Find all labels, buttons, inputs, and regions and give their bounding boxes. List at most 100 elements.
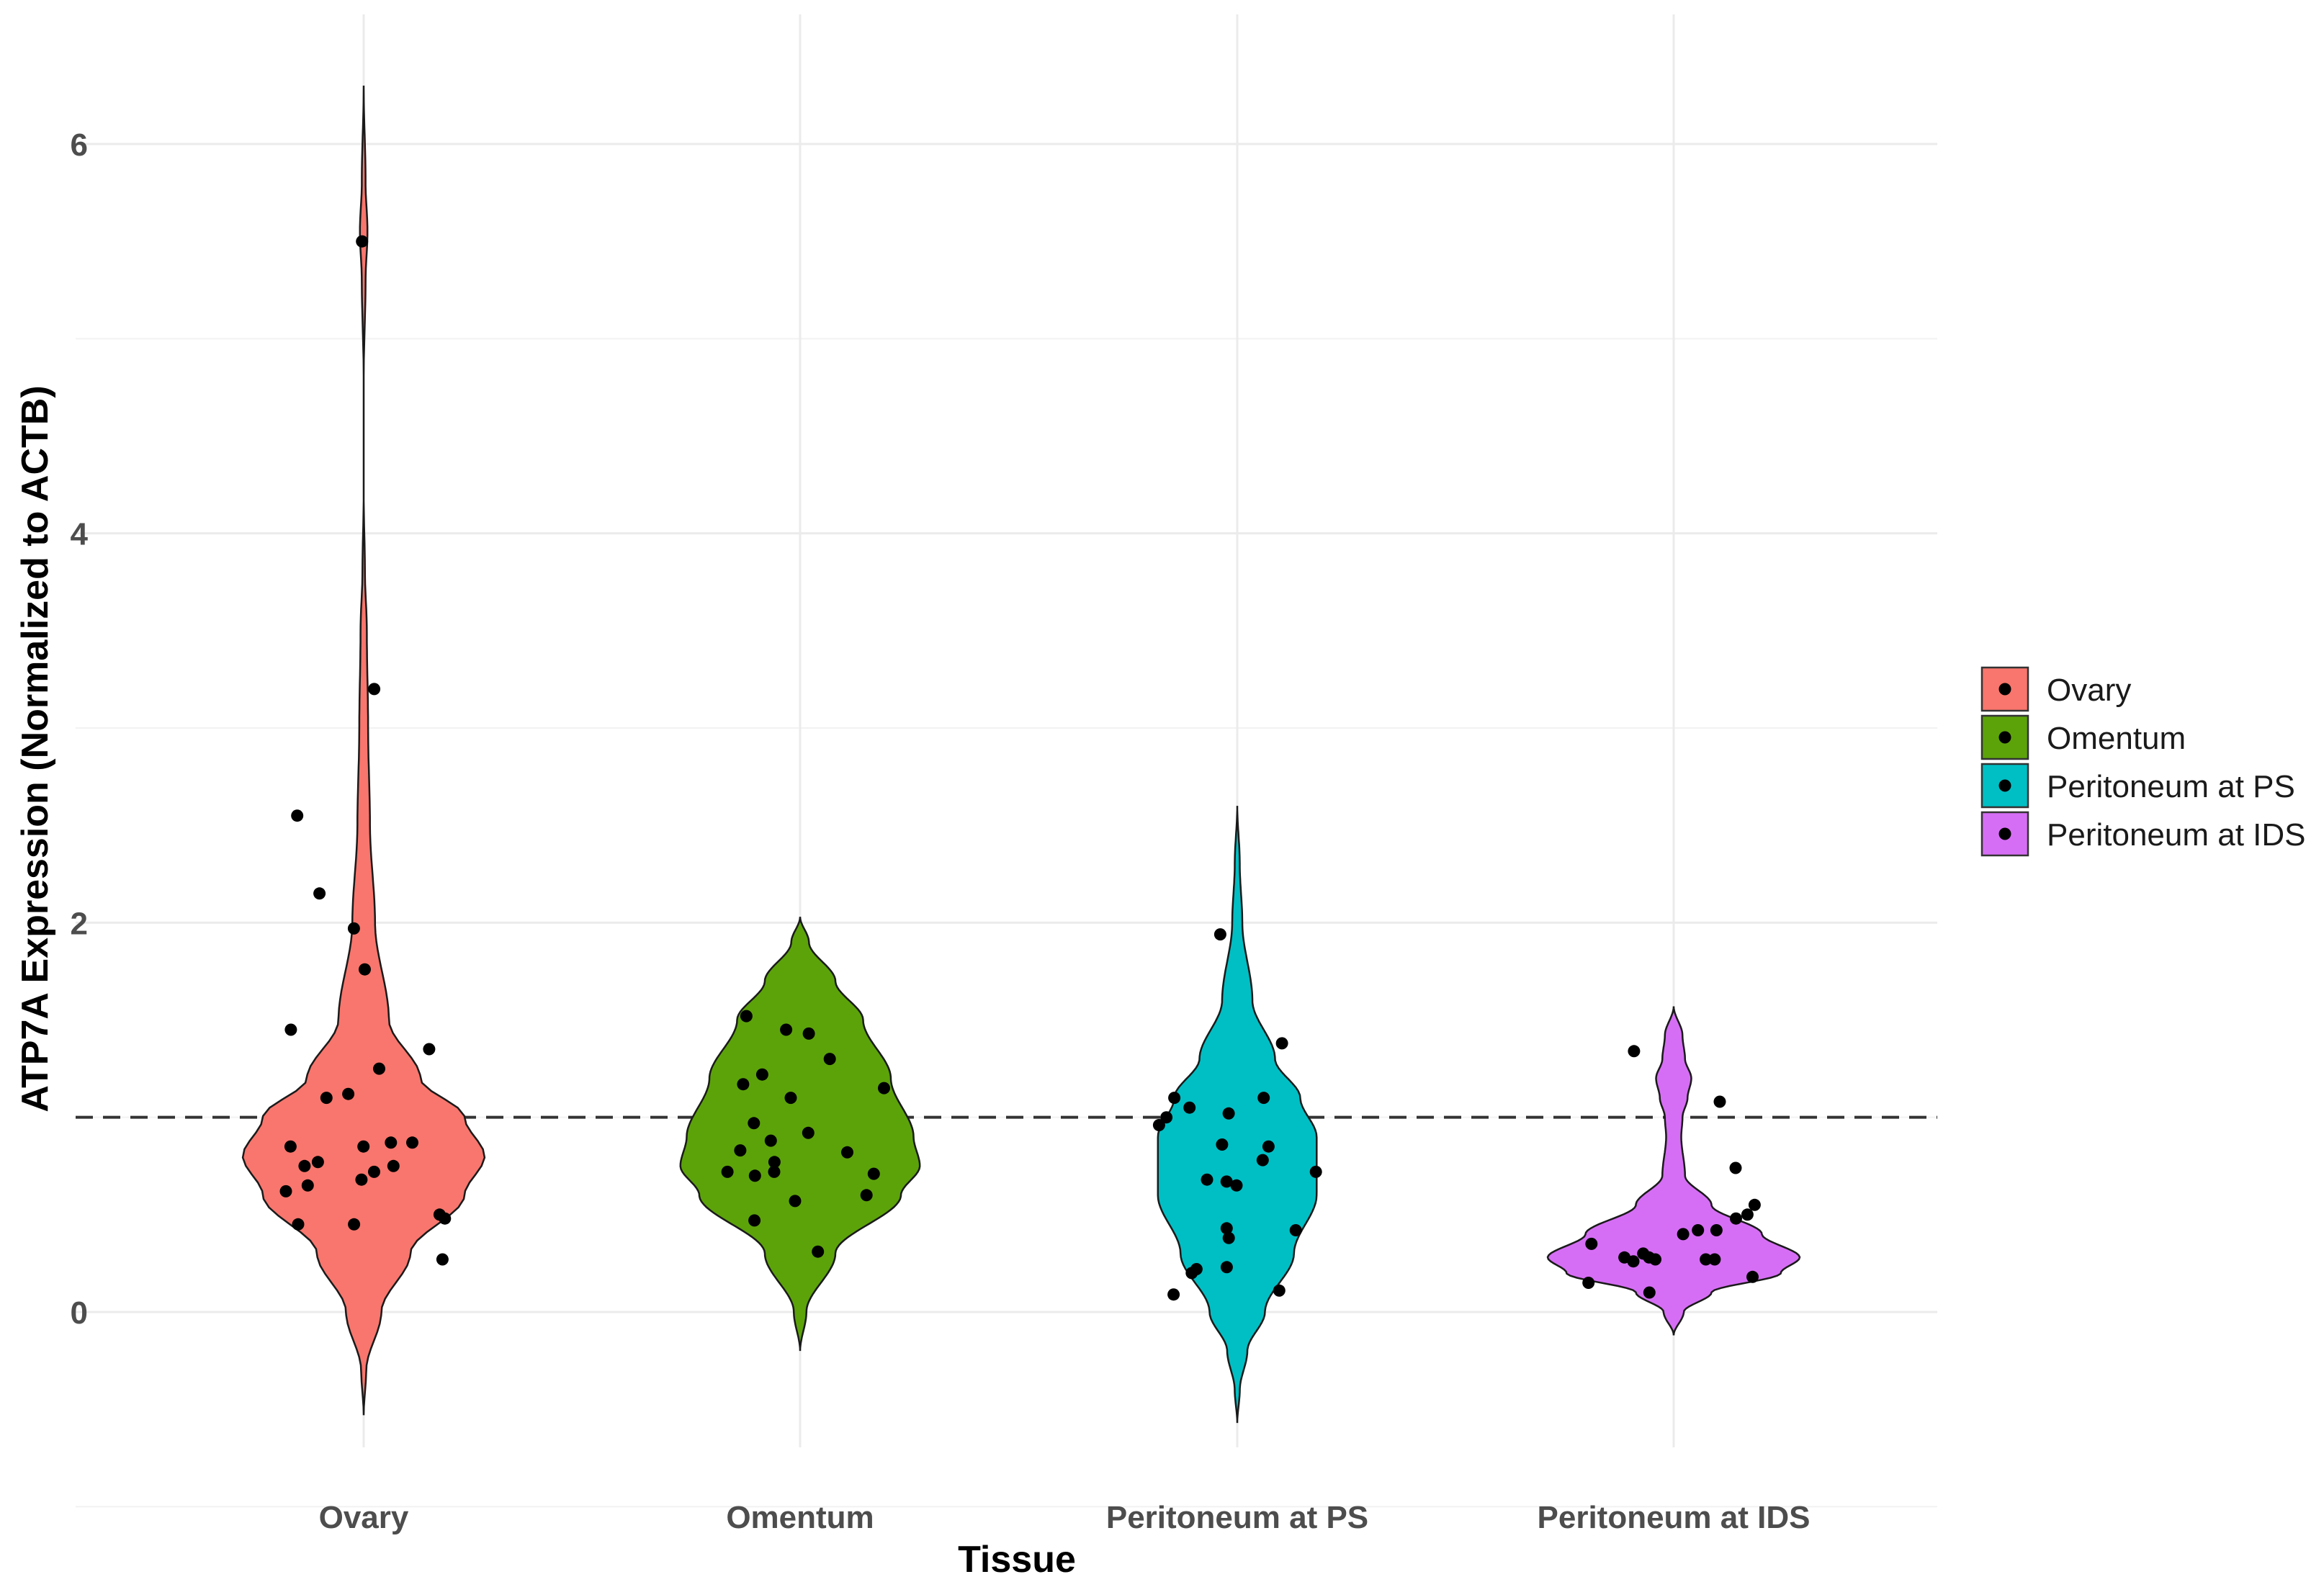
data-point xyxy=(292,1218,305,1231)
legend-key-point xyxy=(1998,731,2011,744)
data-point xyxy=(291,809,304,822)
data-point xyxy=(279,1185,292,1197)
data-point xyxy=(301,1179,314,1192)
data-point xyxy=(734,1144,747,1157)
data-point xyxy=(1692,1224,1705,1236)
data-point xyxy=(768,1165,781,1178)
data-point xyxy=(1627,1255,1640,1268)
legend-key-point xyxy=(1998,779,2011,792)
data-point xyxy=(812,1245,825,1258)
data-point xyxy=(313,887,326,900)
x-tick-label: Omentum xyxy=(726,1500,874,1535)
data-point xyxy=(1168,1092,1181,1105)
data-point xyxy=(721,1165,734,1178)
legend-key-point xyxy=(1998,827,2011,840)
data-point xyxy=(342,1087,355,1100)
data-point xyxy=(387,1159,400,1172)
data-point xyxy=(1628,1045,1641,1058)
x-tick-label: Peritoneum at PS xyxy=(1106,1500,1368,1535)
data-point xyxy=(1183,1101,1196,1114)
data-point xyxy=(1649,1253,1661,1266)
data-point xyxy=(1746,1270,1759,1283)
data-point xyxy=(1708,1253,1721,1266)
data-point xyxy=(789,1195,802,1208)
y-tick-label: 0 xyxy=(71,1295,88,1331)
data-point xyxy=(320,1092,333,1105)
data-point xyxy=(737,1078,750,1091)
data-point xyxy=(1643,1286,1656,1299)
data-point xyxy=(359,963,371,976)
data-point xyxy=(1741,1208,1754,1221)
data-points xyxy=(279,235,1761,1301)
data-point xyxy=(347,922,360,935)
x-tick-label: Peritoneum at IDS xyxy=(1538,1500,1811,1535)
data-point xyxy=(860,1189,873,1202)
data-point xyxy=(1220,1222,1233,1235)
x-tick-label: Ovary xyxy=(319,1500,409,1535)
data-point xyxy=(1262,1140,1275,1153)
data-point xyxy=(1275,1037,1288,1050)
data-point xyxy=(1216,1138,1229,1151)
data-point xyxy=(1222,1107,1235,1120)
data-point xyxy=(1582,1277,1595,1289)
data-point xyxy=(1222,1231,1235,1244)
data-point xyxy=(802,1126,815,1139)
y-tick-label: 4 xyxy=(71,517,89,552)
data-point xyxy=(1213,928,1226,941)
legend-label: Ovary xyxy=(2047,673,2131,708)
legend-label: Peritoneum at IDS xyxy=(2047,817,2306,853)
data-point xyxy=(764,1134,777,1147)
data-point xyxy=(368,683,381,696)
data-point xyxy=(1700,1253,1713,1266)
data-point xyxy=(355,1173,368,1186)
data-point xyxy=(768,1156,781,1169)
y-tick-labels: 0 2 4 6 xyxy=(71,127,89,1331)
data-point xyxy=(1220,1261,1233,1274)
y-tick-label: 2 xyxy=(71,906,88,941)
violin-peritoneum-at-ids xyxy=(1546,1006,1801,1336)
data-point xyxy=(284,1140,297,1153)
data-point xyxy=(1185,1267,1198,1280)
data-point xyxy=(1220,1175,1233,1188)
data-point xyxy=(1256,1154,1269,1167)
data-point xyxy=(439,1212,452,1225)
data-point xyxy=(436,1253,449,1266)
data-point xyxy=(357,1140,370,1153)
data-point xyxy=(780,1023,793,1036)
data-point xyxy=(823,1053,836,1066)
legend-label: Peritoneum at PS xyxy=(2047,769,2295,804)
legend-key-point xyxy=(1998,683,2011,696)
x-tick-labels: Ovary Omentum Peritoneum at PS Peritoneum a… xyxy=(319,1500,1811,1535)
data-point xyxy=(748,1214,761,1227)
data-point xyxy=(1257,1092,1270,1105)
data-point xyxy=(841,1146,853,1159)
violin-ovary xyxy=(241,85,486,1416)
data-point xyxy=(385,1136,398,1149)
data-point xyxy=(1677,1228,1690,1241)
data-point xyxy=(784,1092,797,1105)
data-point xyxy=(1273,1284,1286,1297)
data-point xyxy=(1748,1198,1761,1211)
data-point xyxy=(1152,1119,1165,1131)
data-point xyxy=(298,1159,311,1172)
data-point xyxy=(1730,1212,1742,1225)
y-axis-title: ATP7A Expression (Normalized to ACTB) xyxy=(14,385,56,1112)
data-point xyxy=(356,235,369,248)
violin-omentum xyxy=(679,917,921,1352)
data-point xyxy=(311,1156,324,1169)
data-point xyxy=(1289,1224,1302,1236)
x-axis-title: Tissue xyxy=(958,1539,1076,1581)
data-point xyxy=(755,1068,768,1081)
data-point xyxy=(1729,1161,1742,1174)
data-point xyxy=(740,1010,753,1023)
data-point xyxy=(406,1136,418,1149)
data-point xyxy=(748,1169,761,1182)
y-tick-label: 6 xyxy=(71,127,88,163)
data-point xyxy=(348,1218,361,1231)
data-point xyxy=(368,1165,380,1178)
data-point xyxy=(1167,1288,1180,1301)
legend: Ovary Omentum Peritoneum at PS Peritoneum a… xyxy=(1980,666,2306,857)
data-point xyxy=(1201,1173,1213,1186)
